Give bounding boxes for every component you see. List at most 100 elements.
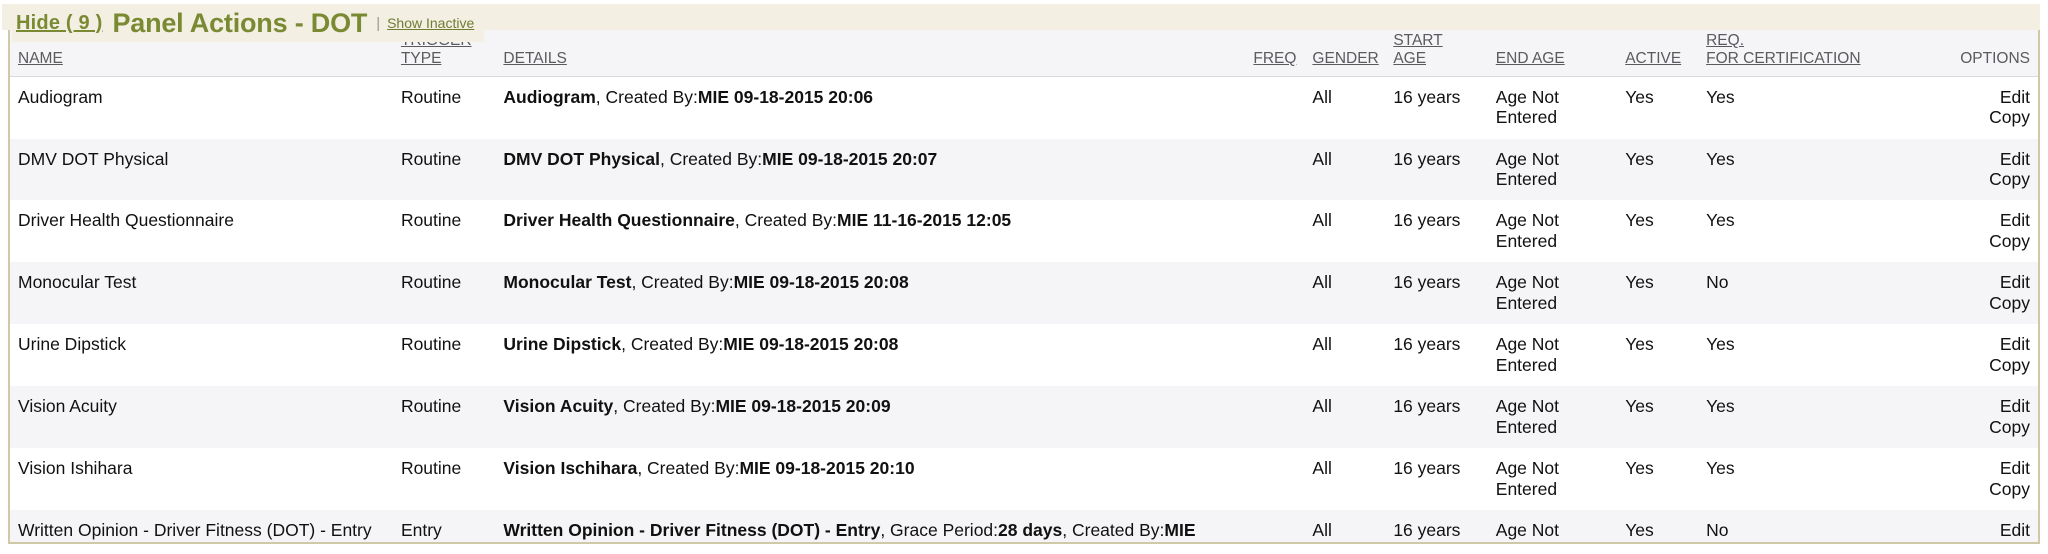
edit-link[interactable]: Edit xyxy=(1999,210,2030,231)
table-body: Audiogram Routine Audiogram, Created By:MI… xyxy=(10,76,2038,542)
table-header-row: NAME TRIGGERTYPE DETAILS FREQ GENDER STA… xyxy=(10,26,2038,77)
table-viewport: NAME TRIGGERTYPE DETAILS FREQ GENDER STA… xyxy=(10,26,2038,542)
table-row: Urine Dipstick Routine Urine Dipstick, Cre… xyxy=(10,324,2038,387)
cell-details: Driver Health Questionnaire, Created By:… xyxy=(495,200,1224,263)
details-action-name: Vision Acuity xyxy=(503,396,614,417)
details-grace-period: 28 days xyxy=(998,520,1063,541)
cell-req-for-certification: Yes xyxy=(1698,324,1909,387)
copy-link[interactable]: Copy xyxy=(1989,292,2030,313)
column-header-start-age[interactable]: START AGE xyxy=(1385,26,1488,77)
details-action-name: Written Opinion - Driver Fitness (DOT) -… xyxy=(503,520,881,541)
cell-req-for-certification: Yes xyxy=(1698,386,1909,449)
cell-name: Audiogram xyxy=(10,76,393,139)
copy-link[interactable]: Copy xyxy=(1989,354,2030,375)
cell-end-age: Age Not Entered xyxy=(1487,76,1618,139)
cell-start-age: 16 years xyxy=(1385,138,1488,201)
edit-link[interactable]: Edit xyxy=(1999,396,2030,417)
cell-name: Vision Ishihara xyxy=(10,448,393,511)
column-header-options: OPTIONS xyxy=(1908,26,2038,77)
copy-link[interactable]: Copy xyxy=(1916,541,2030,542)
cell-name: Urine Dipstick xyxy=(10,324,393,387)
cell-trigger-type: Routine xyxy=(392,386,496,449)
cell-end-age: Age Not Entered xyxy=(1487,200,1618,263)
cell-freq xyxy=(1223,510,1305,542)
cell-name: DMV DOT Physical xyxy=(10,138,393,201)
details-created-by: MIE 09-18-2015 20:06 xyxy=(697,86,874,107)
cell-active: Yes xyxy=(1617,138,1699,201)
copy-link[interactable]: Copy xyxy=(1989,478,2030,499)
cell-active: Yes xyxy=(1617,448,1699,511)
cell-gender: All xyxy=(1304,262,1386,325)
column-header-req-for-certification[interactable]: REQ. FOR CERTIFICATION xyxy=(1698,26,1909,77)
details-created-by: MIE 09-18-2015 20:08 xyxy=(723,334,899,355)
cell-gender: All xyxy=(1304,76,1386,139)
cell-start-age: 16 years xyxy=(1385,448,1488,511)
edit-link[interactable]: Edit xyxy=(1999,148,2030,169)
cell-start-age: 16 years xyxy=(1385,324,1488,387)
details-action-name: Urine Dipstick xyxy=(503,334,622,355)
cell-req-for-certification: No xyxy=(1698,262,1909,325)
cell-details: Vision Ischihara, Created By:MIE 09-18-2… xyxy=(495,448,1224,511)
cell-freq xyxy=(1223,324,1305,387)
cell-req-for-certification: Yes xyxy=(1698,76,1909,139)
details-action-name: Vision Ischihara xyxy=(503,458,638,479)
cell-req-for-certification: Yes xyxy=(1698,138,1909,201)
table-row: DMV DOT Physical Routine DMV DOT Physical,… xyxy=(10,138,2038,201)
column-header-freq[interactable]: FREQ xyxy=(1223,26,1305,77)
edit-link[interactable]: Edit xyxy=(1999,334,2030,355)
cell-end-age: Age Not Entered xyxy=(1487,448,1618,511)
panel-actions-table: NAME TRIGGERTYPE DETAILS FREQ GENDER STA… xyxy=(10,26,2038,542)
table-row: Vision Ishihara Routine Vision Ischihara, … xyxy=(10,448,2038,511)
edit-link[interactable]: Edit xyxy=(1999,520,2030,541)
details-created-by: MIE 09-18-2015 20:09 xyxy=(715,396,891,417)
cell-start-age: 16 years xyxy=(1385,262,1488,325)
copy-link[interactable]: Copy xyxy=(1989,230,2030,251)
edit-link[interactable]: Edit xyxy=(1999,86,2030,107)
cell-freq xyxy=(1223,386,1305,449)
cell-name: Monocular Test xyxy=(10,262,393,325)
copy-link[interactable]: Copy xyxy=(1989,416,2030,437)
copy-link[interactable]: Copy xyxy=(1989,168,2030,189)
cell-gender: All xyxy=(1304,448,1386,511)
cell-gender: All xyxy=(1304,200,1386,263)
cell-name: Written Opinion - Driver Fitness (DOT) -… xyxy=(10,510,393,542)
details-created-by: MIE 11-16-2015 12:05 xyxy=(837,210,1012,231)
cell-freq xyxy=(1223,262,1305,325)
cell-details: Audiogram, Created By:MIE 09-18-2015 20:… xyxy=(495,76,1224,139)
column-header-end-age[interactable]: END AGE xyxy=(1487,26,1618,77)
cell-trigger-type: Routine xyxy=(392,262,496,325)
details-created-by: MIE 09-18-2015 20:07 xyxy=(762,148,938,169)
column-header-details[interactable]: DETAILS xyxy=(495,26,1224,77)
cell-name: Vision Acuity xyxy=(10,386,393,449)
panel-header: Hide ( 9 ) Panel Actions - DOT | Show In… xyxy=(12,4,485,42)
cell-end-age: Age Not Entered xyxy=(1487,386,1618,449)
column-header-gender[interactable]: GENDER xyxy=(1304,26,1386,77)
details-action-name: DMV DOT Physical xyxy=(503,148,660,169)
hide-link[interactable]: Hide ( 9 ) xyxy=(16,11,103,34)
header-separator: | xyxy=(376,14,381,32)
column-header-active[interactable]: ACTIVE xyxy=(1617,26,1699,77)
edit-link[interactable]: Edit xyxy=(1999,272,2030,293)
cell-start-age: 16 years xyxy=(1385,76,1488,139)
cell-trigger-type: Routine xyxy=(392,76,496,139)
edit-link[interactable]: Edit xyxy=(1999,458,2030,479)
cell-trigger-type: Routine xyxy=(392,448,496,511)
details-created-by: MIE 09-18-2015 20:10 xyxy=(739,458,915,479)
cell-active: Yes xyxy=(1617,510,1699,542)
cell-end-age: Age Not Entered xyxy=(1487,138,1618,201)
cell-req-for-certification: Yes xyxy=(1698,448,1909,511)
show-inactive-link[interactable]: Show Inactive xyxy=(387,15,475,31)
table-row: Written Opinion - Driver Fitness (DOT) -… xyxy=(10,510,2038,542)
cell-active: Yes xyxy=(1617,386,1699,449)
cell-active: Yes xyxy=(1617,76,1699,139)
cell-req-for-certification: Yes xyxy=(1698,200,1909,263)
copy-link[interactable]: Copy xyxy=(1989,107,2030,128)
